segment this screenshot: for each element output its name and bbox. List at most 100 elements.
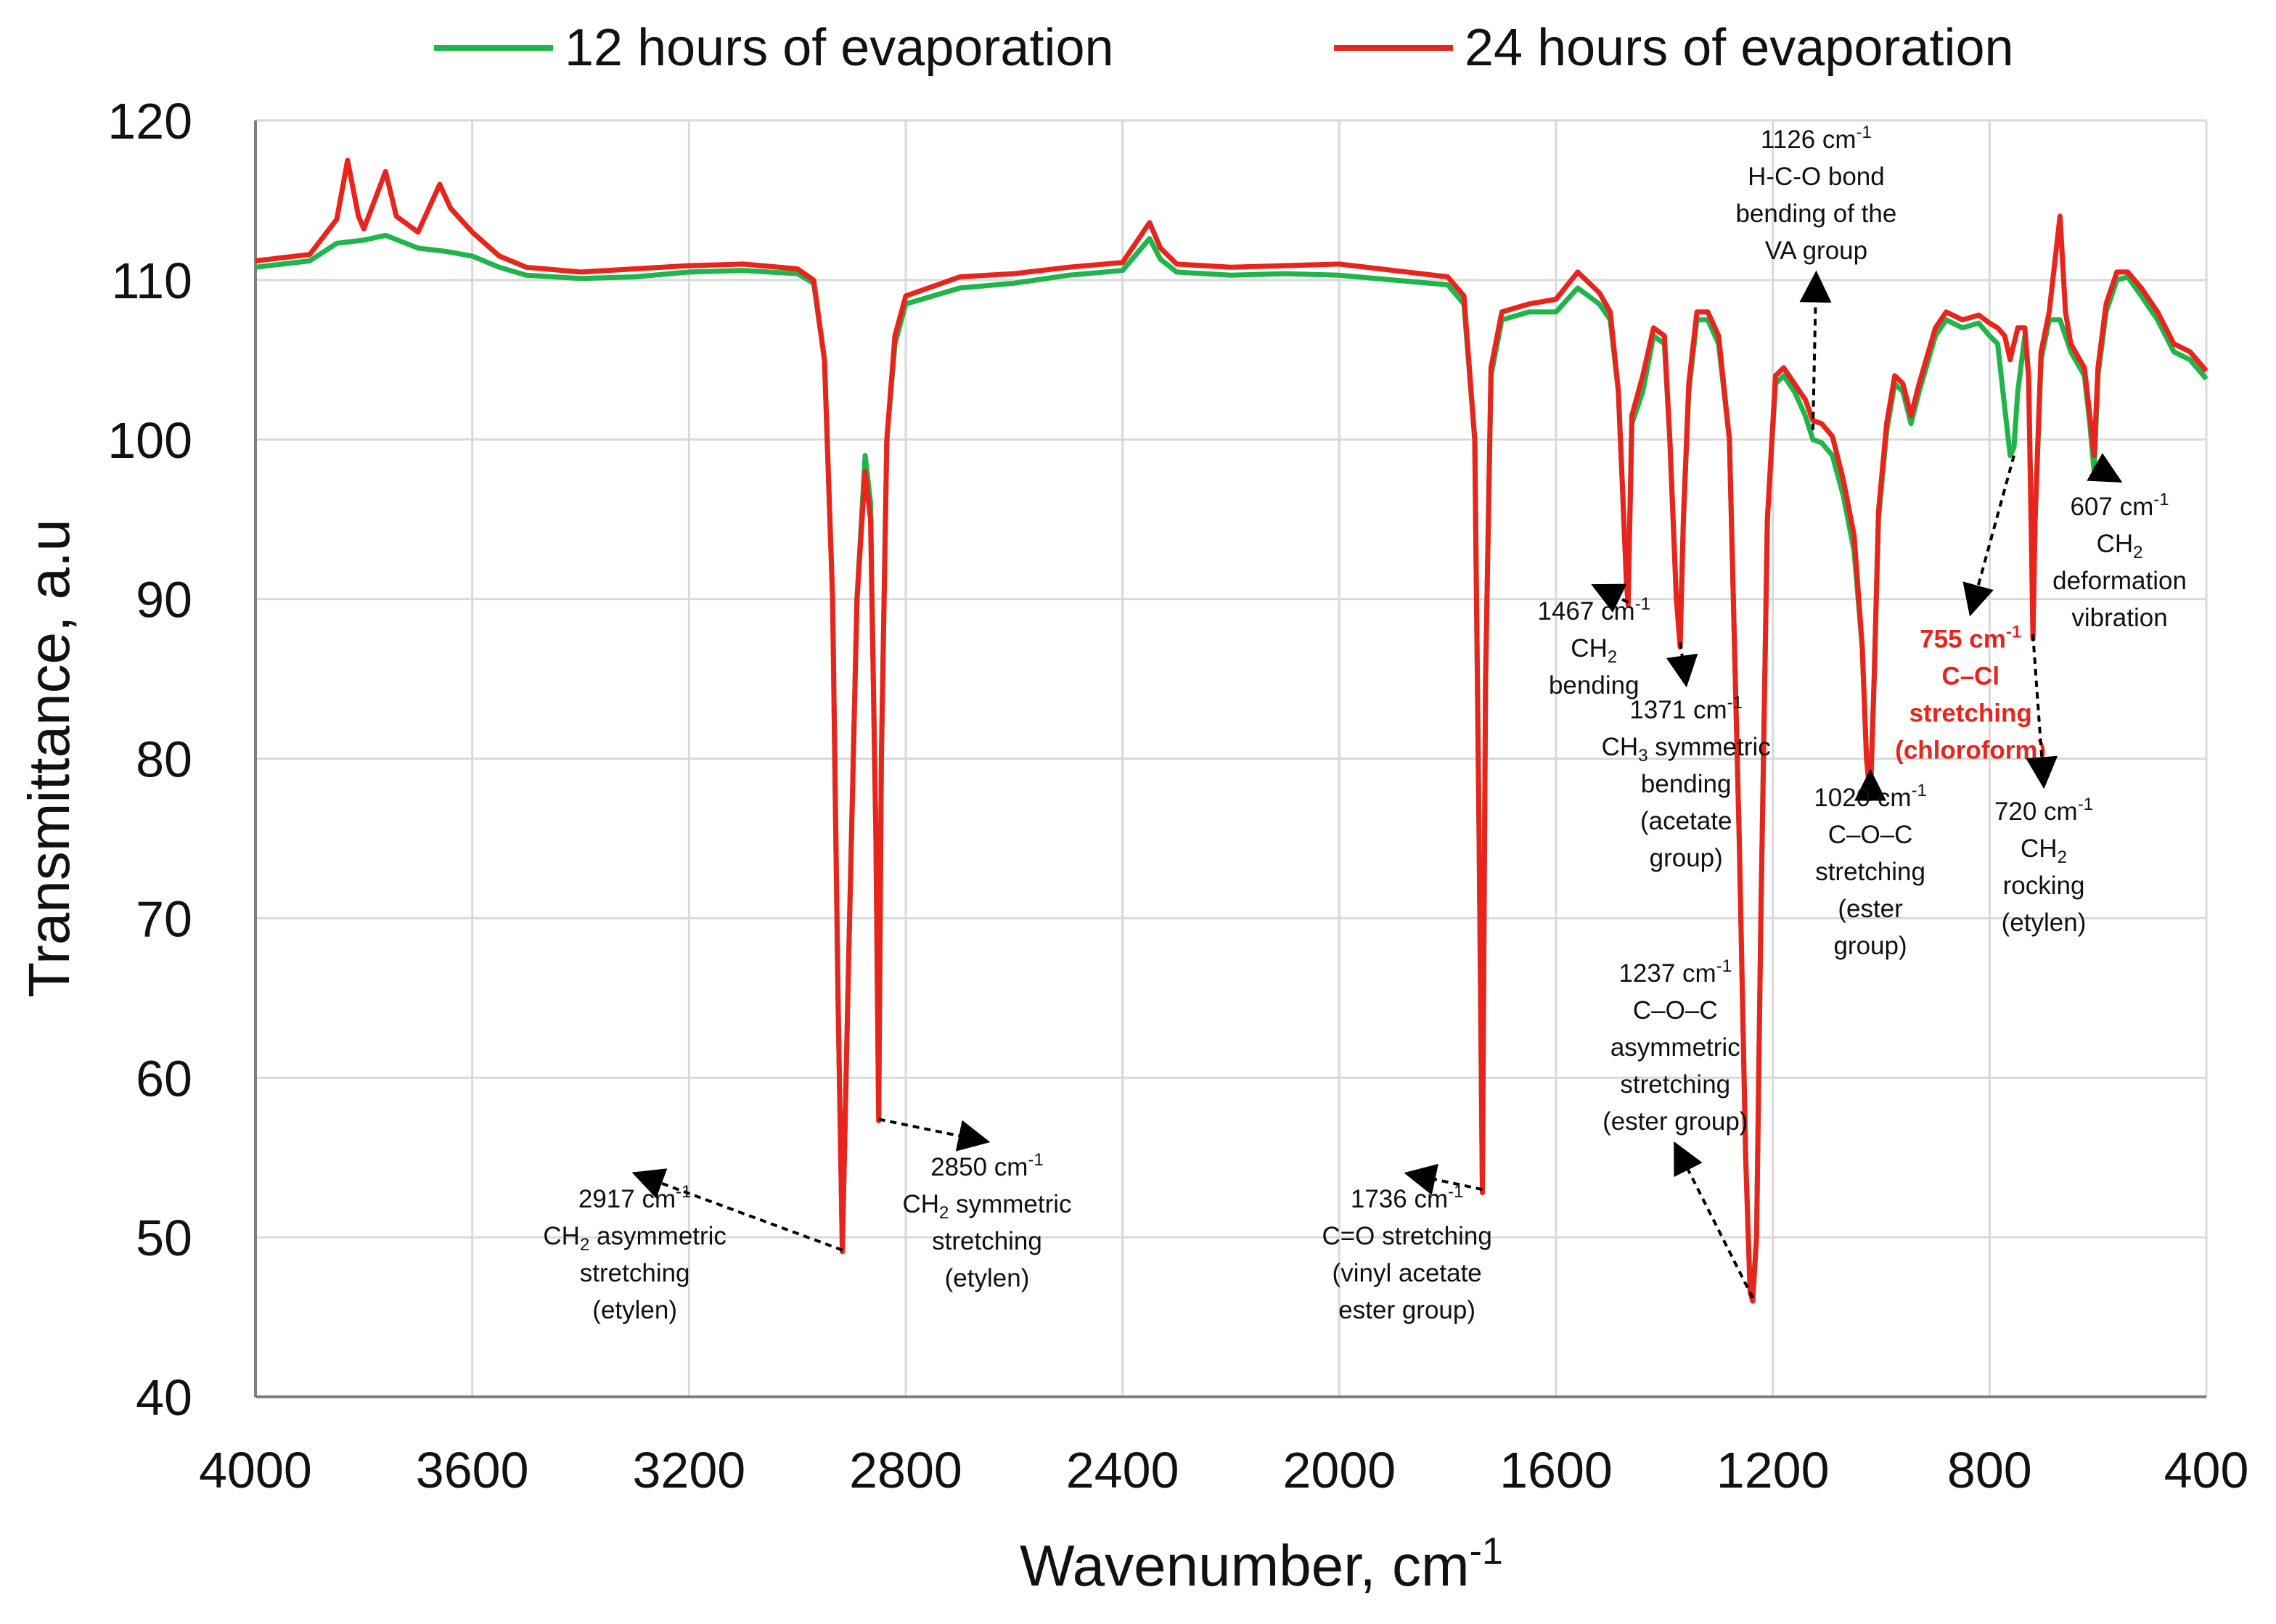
annotation-arrow-a1371	[1666, 641, 1698, 688]
annotation-line: bending	[1641, 770, 1732, 798]
subscript: 2	[2058, 848, 2067, 867]
subscript: 3	[1638, 746, 1647, 766]
annotation-line: 1467 cm-1	[1537, 594, 1650, 626]
annotation-line: C=O stretching	[1322, 1222, 1491, 1250]
annotation-line: CH2	[2021, 834, 2067, 867]
annotation-arrow-a1126	[1799, 270, 1832, 430]
annotation-line: asymmetric	[1610, 1033, 1740, 1062]
annotation-a1126: 1126 cm-1 H-C-O bond bending of the VA grou…	[1735, 123, 1896, 265]
annotation-line: (acetate	[1640, 807, 1732, 835]
annotation-line: (etylen)	[2002, 909, 2087, 937]
annotation-line: (etylen)	[592, 1296, 677, 1324]
annotation-line: 1371 cm-1	[1629, 693, 1743, 724]
annotation-text: asymmetric	[589, 1222, 726, 1250]
annotation-arrow-a1237	[1674, 1141, 1754, 1299]
series-layer	[255, 157, 2209, 1304]
x-tick-label: 800	[1947, 1442, 2032, 1498]
annotation-a1237: 1237 cm-1 C–O–C asymmetric stretching (ester…	[1602, 956, 1748, 1136]
annotation-line: stretching	[1815, 858, 1925, 886]
y-tick-label: 70	[136, 890, 192, 947]
subscript: 2	[939, 1203, 949, 1223]
annotation-arrow-a2917	[631, 1168, 843, 1252]
annotation-line: stretching	[580, 1259, 690, 1287]
x-tick-label: 1600	[1499, 1442, 1613, 1498]
x-tick-label: 2000	[1282, 1442, 1396, 1498]
legend-label-24h: 24 hours of evaporation	[1465, 19, 2014, 77]
subscript: 2	[1608, 647, 1617, 667]
x-axis-title-sup: -1	[1470, 1530, 1503, 1572]
legend-label-12h: 12 hours of evaporation	[565, 19, 1114, 77]
annotation-line: 2917 cm-1	[578, 1182, 692, 1213]
annotation-arrow-a1467	[1591, 583, 1629, 613]
x-tick-label: 2800	[849, 1442, 962, 1498]
superscript: -1	[676, 1182, 691, 1202]
series-line-24h	[255, 157, 2209, 1304]
y-tick-label: 110	[111, 253, 192, 309]
annotation-line: deformation	[2052, 567, 2187, 595]
annotation-line: CH2	[1571, 634, 1617, 667]
annotation-a2917: 2917 cm-1 CH2 asymmetric stretching (etylen…	[543, 1182, 726, 1324]
annotation-line: bending	[1549, 671, 1640, 700]
annotation-line: group)	[1833, 932, 1907, 960]
annotation-line: (etylen)	[945, 1264, 1030, 1292]
annotation-line: 2850 cm-1	[930, 1150, 1044, 1181]
y-tick-label: 120	[107, 93, 192, 149]
legend: 12 hours of evaporation 24 hours of evapo…	[434, 19, 2014, 77]
annotation-line: (ester	[1838, 895, 1903, 923]
annotation-line: 1020 cm-1	[1814, 781, 1927, 812]
subscript: 2	[2133, 543, 2142, 562]
annotation-line: vibration	[2071, 604, 2167, 632]
annotation-line: CH3 symmetric	[1602, 733, 1771, 766]
annotation-line: ester group)	[1338, 1296, 1475, 1324]
annotation-a755: 755 cm-1 C–Cl stretching (chloroform)	[1895, 622, 2046, 764]
annotation-a720: 720 cm-1 CH2 rocking (etylen)	[1994, 795, 2093, 937]
y-tick-label: 50	[136, 1210, 192, 1266]
annotation-arrow-a1736	[1404, 1163, 1483, 1195]
annotation-line: C–O–C	[1828, 821, 1913, 849]
subscript: 2	[580, 1235, 589, 1255]
annotation-line: CH2	[2097, 530, 2143, 562]
annotation-text: symmetric	[949, 1190, 1071, 1218]
superscript: -1	[1857, 123, 1872, 142]
y-tick-label: 100	[107, 412, 192, 469]
y-tick-label: 80	[136, 731, 192, 788]
x-tick-label: 3200	[632, 1442, 745, 1498]
annotation-line: H-C-O bond	[1748, 163, 1885, 191]
superscript: -1	[1716, 956, 1732, 976]
annotation-line: C–Cl	[1941, 662, 1999, 690]
x-tick-label: 4000	[199, 1442, 312, 1498]
annotation-line: stretching	[1620, 1070, 1730, 1099]
annotation-a2850: 2850 cm-1 CH2 symmetric stretching (etylen)	[902, 1150, 1071, 1292]
y-axis-title: Transmittance, a.u	[17, 519, 81, 998]
annotation-line: group)	[1650, 844, 1723, 872]
annotation-a1736: 1736 cm-1 C=O stretching (vinyl acetate est…	[1322, 1182, 1491, 1324]
annotation-text: symmetric	[1648, 733, 1771, 761]
x-tick-label: 3600	[416, 1442, 529, 1498]
superscript: -1	[2006, 622, 2021, 641]
annotation-line: 755 cm-1	[1920, 622, 2021, 653]
annotation-arrow-a755	[1962, 455, 2015, 617]
superscript: -1	[2153, 490, 2169, 509]
annotations: 2917 cm-1 CH2 asymmetric stretching (etylen…	[543, 123, 2187, 1324]
annotation-line: stretching	[1909, 699, 2032, 727]
superscript: -1	[1635, 594, 1650, 614]
annotation-line: (chloroform)	[1895, 736, 2046, 764]
y-tick-label: 60	[136, 1050, 192, 1107]
annotation-line: CH2 symmetric	[902, 1190, 1071, 1223]
annotation-arrow-a720	[2026, 633, 2058, 790]
annotation-line: C–O–C	[1633, 996, 1718, 1025]
axes: 4000 3600 3200 2800 2400 2000 1600 1200 800 400 40…	[17, 93, 2248, 1598]
superscript: -1	[1448, 1182, 1463, 1202]
annotation-a1020: 1020 cm-1 C–O–C stretching (ester group)	[1814, 781, 1927, 960]
superscript: -1	[2078, 795, 2093, 814]
annotation-line: 1736 cm-1	[1351, 1182, 1464, 1213]
annotation-line: 1237 cm-1	[1618, 956, 1732, 988]
superscript: -1	[1028, 1150, 1043, 1170]
superscript: -1	[1727, 693, 1743, 713]
annotation-line: stretching	[932, 1227, 1042, 1255]
annotation-line: (vinyl acetate	[1333, 1259, 1482, 1287]
annotation-line: (ester group)	[1602, 1107, 1748, 1136]
annotation-line: bending of the	[1735, 200, 1896, 228]
annotation-a1371: 1371 cm-1 CH3 symmetric bending (acetate gro…	[1602, 693, 1771, 872]
